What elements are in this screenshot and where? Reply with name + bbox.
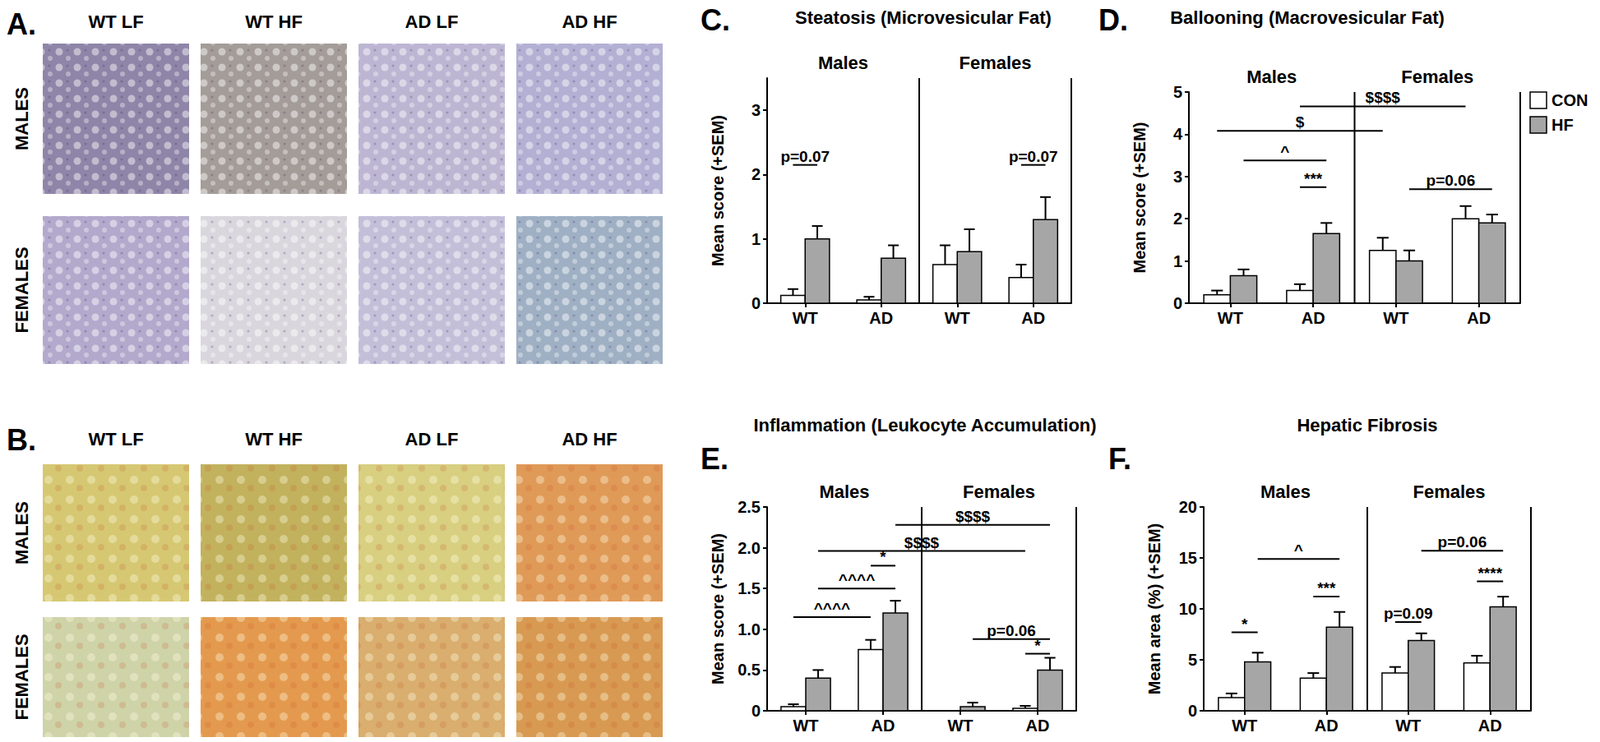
svg-text:2.5: 2.5 <box>737 498 761 517</box>
svg-text:WT: WT <box>792 716 819 736</box>
svg-text:*: * <box>1034 637 1041 655</box>
svg-text:WT: WT <box>1217 309 1244 328</box>
svg-text:C.: C. <box>700 3 731 37</box>
svg-text:Mean area (%) (+SEM): Mean area (%) (+SEM) <box>1145 523 1164 695</box>
svg-text:WT: WT <box>947 716 973 736</box>
svg-text:D.: D. <box>1098 3 1129 37</box>
svg-text:Females: Females <box>962 481 1036 503</box>
svg-text:^: ^ <box>1294 541 1304 560</box>
svg-text:p=0.06: p=0.06 <box>986 622 1036 640</box>
svg-text:p=0.07: p=0.07 <box>1008 147 1059 166</box>
svg-text:AD: AD <box>1466 309 1491 328</box>
svg-text:WT HF: WT HF <box>245 11 303 33</box>
svg-text:*: * <box>1241 615 1249 634</box>
svg-text:$$$$: $$$$ <box>1365 88 1402 107</box>
svg-text:p=0.06: p=0.06 <box>1426 171 1476 190</box>
svg-text:2: 2 <box>1173 209 1183 228</box>
svg-text:***: *** <box>1304 170 1323 188</box>
svg-text:AD: AD <box>1314 716 1339 736</box>
svg-text:AD: AD <box>869 309 893 328</box>
svg-text:1: 1 <box>1173 252 1183 271</box>
svg-text:5: 5 <box>1188 651 1198 670</box>
svg-text:F.: F. <box>1108 442 1132 477</box>
svg-text:p=0.09: p=0.09 <box>1383 605 1434 623</box>
svg-text:Hepatic Fibrosis: Hepatic Fibrosis <box>1296 415 1438 436</box>
svg-text:AD HF: AD HF <box>561 11 617 33</box>
svg-text:FEMALES: FEMALES <box>11 633 33 721</box>
svg-text:1.5: 1.5 <box>737 579 761 598</box>
svg-text:MALES: MALES <box>11 87 33 151</box>
svg-text:Mean score (+SEM): Mean score (+SEM) <box>708 115 727 267</box>
svg-text:WT: WT <box>944 309 971 328</box>
svg-text:0: 0 <box>1188 702 1198 721</box>
svg-text:AD: AD <box>871 716 896 736</box>
svg-text:^: ^ <box>1280 143 1290 161</box>
svg-text:$$$$: $$$$ <box>904 534 940 552</box>
svg-text:Mean score (+SEM): Mean score (+SEM) <box>1130 122 1149 274</box>
svg-text:WT LF: WT LF <box>87 11 144 33</box>
svg-text:p=0.06: p=0.06 <box>1438 533 1488 551</box>
svg-text:WT LF: WT LF <box>87 429 144 450</box>
svg-text:WT HF: WT HF <box>245 429 303 450</box>
svg-text:Females: Females <box>1412 481 1485 503</box>
svg-text:2: 2 <box>751 165 761 184</box>
svg-text:$: $ <box>1295 113 1305 131</box>
svg-text:FEMALES: FEMALES <box>11 246 33 333</box>
svg-text:MALES: MALES <box>11 501 33 565</box>
svg-text:E.: E. <box>700 442 729 477</box>
svg-text:AD: AD <box>1301 309 1326 328</box>
svg-text:***: *** <box>1317 579 1337 597</box>
svg-text:0: 0 <box>751 702 761 721</box>
svg-text:Ballooning (Macrovesicular Fat: Ballooning (Macrovesicular Fat) <box>1169 7 1445 28</box>
svg-text:15: 15 <box>1179 549 1198 568</box>
svg-text:Males: Males <box>818 52 869 74</box>
svg-text:5: 5 <box>1173 83 1183 102</box>
svg-text:0.5: 0.5 <box>737 661 761 680</box>
svg-text:1: 1 <box>751 230 761 249</box>
svg-text:4: 4 <box>1173 124 1184 144</box>
svg-text:AD: AD <box>1026 716 1050 736</box>
svg-text:WT: WT <box>1382 309 1409 328</box>
svg-text:A.: A. <box>6 7 37 42</box>
svg-text:Mean score (+SEM): Mean score (+SEM) <box>708 533 727 685</box>
svg-text:WT: WT <box>1395 716 1421 736</box>
svg-text:B.: B. <box>6 423 37 458</box>
svg-text:^^^^: ^^^^ <box>838 571 875 589</box>
svg-text:AD: AD <box>1478 716 1503 736</box>
svg-text:AD LF: AD LF <box>405 11 459 33</box>
svg-text:Females: Females <box>958 52 1032 74</box>
svg-text:0: 0 <box>751 294 761 313</box>
svg-text:AD LF: AD LF <box>405 429 459 450</box>
svg-text:Females: Females <box>1401 66 1474 88</box>
svg-text:2.0: 2.0 <box>737 539 761 558</box>
svg-text:0: 0 <box>1173 294 1183 313</box>
svg-text:Males: Males <box>1260 481 1311 503</box>
svg-text:Males: Males <box>1246 66 1297 88</box>
svg-text:HF: HF <box>1551 115 1574 135</box>
svg-text:AD: AD <box>1021 309 1046 328</box>
svg-text:CON: CON <box>1551 91 1588 110</box>
svg-text:p=0.07: p=0.07 <box>780 147 830 166</box>
svg-text:20: 20 <box>1179 498 1198 517</box>
svg-text:Steatosis (Microvesicular Fat): Steatosis (Microvesicular Fat) <box>795 7 1052 28</box>
svg-text:3: 3 <box>1173 167 1183 186</box>
svg-text:10: 10 <box>1179 600 1198 619</box>
svg-text:3: 3 <box>751 101 761 120</box>
svg-text:^^^^: ^^^^ <box>813 600 851 618</box>
svg-text:WT: WT <box>1231 716 1258 736</box>
svg-text:****: **** <box>1477 564 1503 583</box>
svg-text:AD HF: AD HF <box>561 429 617 450</box>
svg-text:1.0: 1.0 <box>737 620 761 639</box>
svg-text:Males: Males <box>818 481 870 503</box>
svg-text:$$$$: $$$$ <box>955 508 991 526</box>
svg-text:WT: WT <box>792 309 819 328</box>
svg-text:Inflammation (Leukocyte Accumu: Inflammation (Leukocyte Accumulation) <box>753 415 1096 436</box>
svg-text:*: * <box>879 548 887 566</box>
